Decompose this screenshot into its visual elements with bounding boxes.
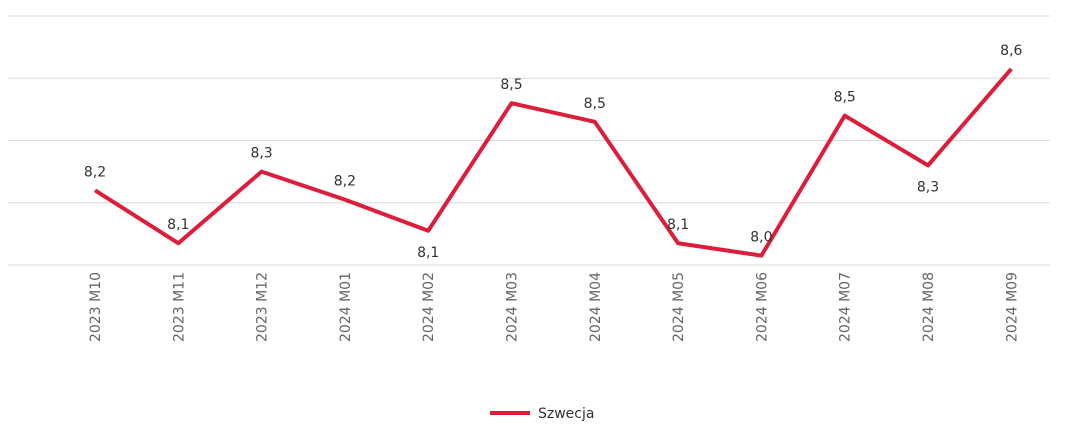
x-tick-label: 2024 M06 (754, 272, 770, 342)
data-label: 8,2 (84, 164, 106, 180)
x-tick-label: 2024 M05 (671, 272, 687, 342)
x-tick-label: 2024 M09 (1004, 272, 1020, 342)
data-label: 8,6 (1000, 43, 1022, 59)
x-tick-label: 2023 M11 (171, 272, 187, 342)
data-label: 8,1 (167, 217, 189, 233)
data-label: 8,0 (750, 230, 772, 246)
data-label: 8,3 (250, 146, 272, 162)
data-label: 8,5 (834, 90, 856, 106)
line (93, 67, 1013, 258)
data-label: 8,1 (667, 217, 689, 233)
x-tick-label: 2024 M04 (588, 272, 604, 342)
legend-label: Szwecja (538, 406, 594, 422)
x-tick-label: 2023 M10 (88, 272, 104, 342)
x-tick-label: 2024 M03 (505, 272, 521, 342)
data-label: 8,5 (500, 77, 522, 93)
data-label: 8,5 (584, 96, 606, 112)
x-tick-label: 2024 M02 (421, 272, 437, 342)
x-tick-label: 2023 M12 (255, 272, 271, 342)
x-tick-label: 2024 M08 (921, 272, 937, 342)
data-label: 8,2 (334, 174, 356, 190)
x-tick-label: 2024 M01 (338, 272, 354, 342)
data-label: 8,3 (917, 179, 939, 195)
x-tick-label: 2024 M07 (838, 272, 854, 342)
data-label: 8,1 (417, 245, 439, 261)
